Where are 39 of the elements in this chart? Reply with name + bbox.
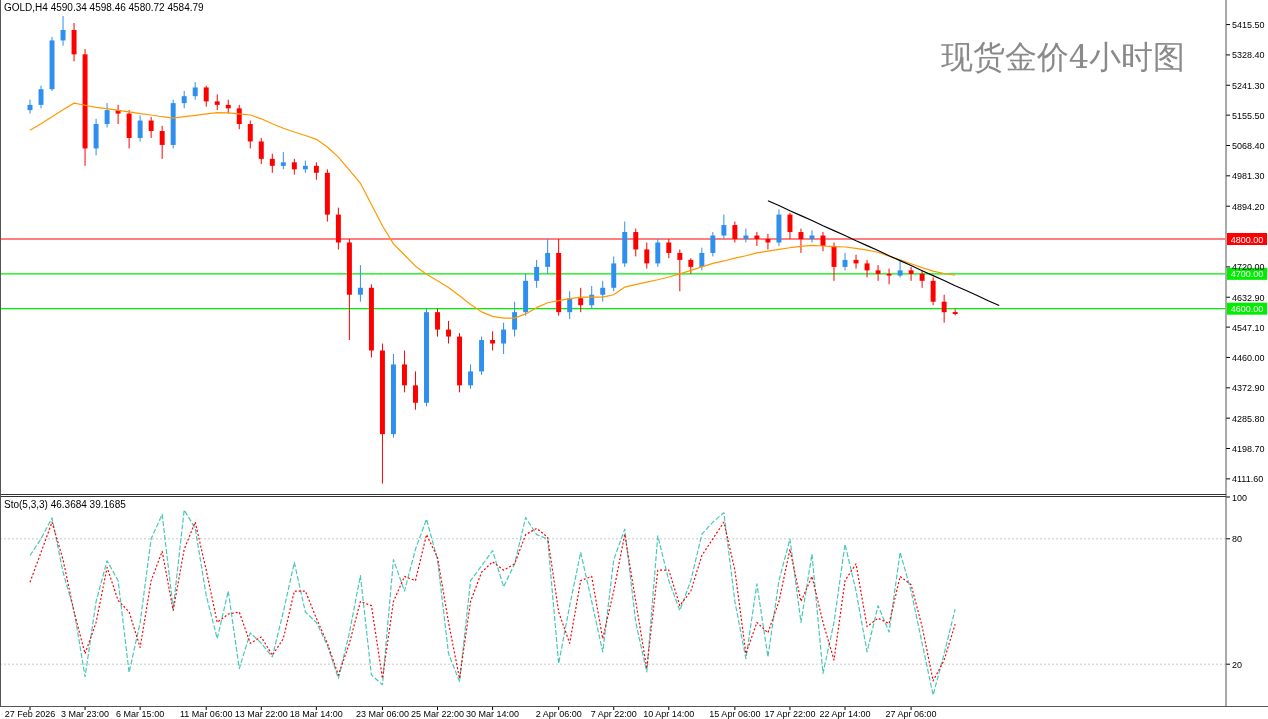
x-tick-label: 2 Apr 06:00 [535, 709, 582, 719]
ref-label: 4600.00 [1227, 302, 1267, 315]
y-tick-label: 4198.70 [1232, 444, 1265, 455]
x-tick-label: 10 Apr 14:00 [643, 709, 695, 719]
x-tick-label: 3 Mar 23:00 [61, 709, 110, 719]
line-series [767, 200, 1000, 307]
y-tick-label: 4111.60 [1232, 474, 1264, 485]
y-tick-label: 5328.40 [1232, 50, 1265, 61]
y-tick-label: 5415.50 [1232, 20, 1265, 31]
y-tick-label: 5241.30 [1232, 80, 1265, 91]
y-tick-label: 4285.80 [1232, 413, 1265, 424]
x-tick-label: 13 Mar 22:00 [234, 709, 288, 719]
x-tick-label: 17 Apr 22:00 [764, 709, 816, 719]
x-tick-label: 27 Apr 06:00 [885, 709, 937, 719]
y-tick-label: 20 [1232, 659, 1243, 670]
y-tick-label: 100 [1232, 492, 1248, 503]
y-tick-label: 80 [1232, 534, 1243, 545]
x-tick-label: 7 Apr 22:00 [590, 709, 637, 719]
text: 现货金价4小时图 [940, 38, 1185, 76]
x-tick-label: 11 Mar 06:00 [180, 709, 233, 719]
x-tick-label: 30 Mar 14:00 [466, 709, 520, 719]
y-tick-label: 4894.20 [1232, 201, 1265, 212]
ref-label: 4800.00 [1227, 233, 1267, 245]
x-tick-label: 22 Apr 14:00 [819, 709, 871, 719]
y-tick-label: 5155.50 [1232, 110, 1265, 121]
x-tick-label: 6 Mar 15:00 [116, 709, 165, 719]
x-tick-label: 27 Feb 2026 [4, 709, 56, 719]
x-tick-label: 18 Mar 14:00 [289, 709, 343, 719]
y-tick-label: 5068.40 [1232, 141, 1265, 151]
x-tick-label: 23 Mar 06:00 [355, 709, 409, 719]
y-tick-label: 4632.90 [1232, 292, 1265, 303]
x-tick-label: 15 Apr 06:00 [709, 709, 761, 719]
y-tick-label: 4981.30 [1232, 171, 1265, 182]
y-tick-label: 4372.90 [1232, 383, 1265, 394]
chart-title: Sto(5,3,3) 46.3684 39.1685 [4, 499, 127, 510]
y-tick-label: 4547.10 [1232, 322, 1265, 333]
y-tick-label: 4460.00 [1232, 352, 1265, 363]
x-tick-label: 25 Mar 22:00 [410, 709, 465, 719]
chart-title: GOLD,H4 4590.34 4598.46 4580.72 4584.79 [4, 2, 205, 13]
